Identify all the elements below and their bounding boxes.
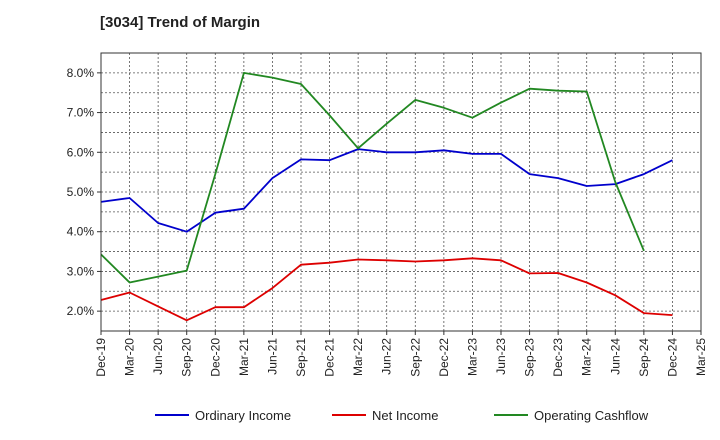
x-tick-label: Mar-22 (351, 338, 365, 376)
x-tick-label: Jun-24 (608, 338, 622, 375)
chart-title: [3034] Trend of Margin (100, 14, 261, 31)
x-tick-label: Dec-20 (208, 338, 222, 377)
x-tick-label: Sep-22 (408, 338, 422, 377)
x-tick-label: Jun-23 (494, 338, 508, 375)
legend-label-ordinary-income: Ordinary Income (195, 408, 291, 423)
y-tick-label: 6.0% (67, 145, 95, 159)
y-tick-label: 4.0% (67, 225, 95, 239)
x-tick-label: Jun-20 (151, 338, 165, 375)
y-tick-label: 7.0% (67, 106, 95, 120)
x-tick-label: Dec-19 (94, 338, 108, 377)
x-tick-label: Dec-21 (323, 338, 337, 377)
legend: Ordinary Income Net Income Operating Cashf… (155, 408, 649, 423)
x-axis-ticks: Dec-19 Mar-20 Jun-20 Sep-20 Dec-20 Mar-21 Jun-… (94, 331, 708, 377)
x-tick-label: Mar-21 (237, 338, 251, 376)
series-line-ordinary-income (100, 148, 673, 233)
y-tick-label: 8.0% (67, 66, 95, 80)
series-line-operating-cashflow (100, 72, 645, 284)
x-tick-label: Mar-24 (580, 338, 594, 376)
x-tick-label: Sep-24 (637, 338, 651, 377)
y-tick-label: 5.0% (67, 185, 95, 199)
y-tick-label: 2.0% (67, 304, 95, 318)
grid-lines (100, 52, 702, 332)
x-tick-label: Mar-23 (465, 338, 479, 376)
series-lines (100, 72, 673, 322)
x-tick-label: Jun-21 (265, 338, 279, 375)
y-tick-label: 3.0% (67, 264, 95, 278)
x-tick-label: Mar-25 (694, 338, 708, 376)
legend-label-operating-cashflow: Operating Cashflow (534, 408, 649, 423)
x-tick-label: Sep-21 (294, 338, 308, 377)
y-axis-ticks: 2.0% 3.0% 4.0% 5.0% 6.0% 7.0% 8.0% (67, 66, 101, 318)
x-tick-label: Dec-24 (665, 338, 679, 377)
series-line-net-income (100, 257, 673, 322)
x-tick-label: Jun-22 (380, 338, 394, 375)
legend-label-net-income: Net Income (372, 408, 438, 423)
x-tick-label: Sep-20 (180, 338, 194, 377)
x-tick-label: Sep-23 (523, 338, 537, 377)
x-tick-label: Dec-22 (437, 338, 451, 377)
x-tick-label: Dec-23 (551, 338, 565, 377)
x-tick-label: Mar-20 (123, 338, 137, 376)
